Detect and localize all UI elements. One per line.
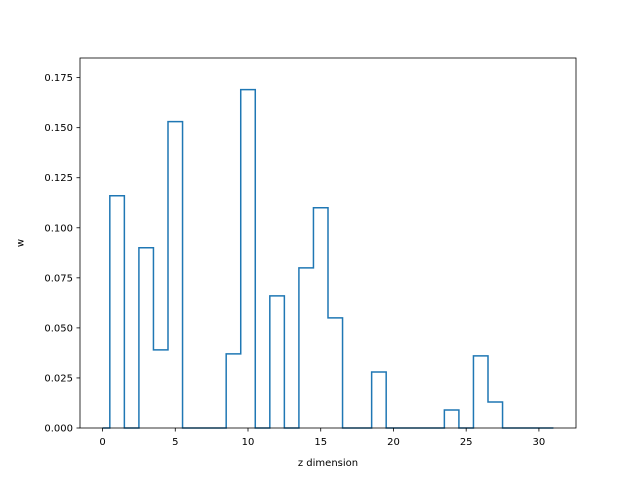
y-tick-label: 0.100 — [44, 223, 73, 234]
x-axis-label: z dimension — [298, 458, 358, 469]
y-tick-label: 0.050 — [44, 323, 73, 334]
x-tick-label: 5 — [172, 437, 178, 448]
plot-area — [79, 57, 577, 429]
x-axis: 0 5 10 15 20 25 30 — [99, 428, 545, 448]
y-tick-label: 0.150 — [44, 123, 73, 134]
x-tick-label: 25 — [460, 437, 473, 448]
x-tick-label: 15 — [314, 437, 327, 448]
y-axis-label: w — [16, 239, 27, 247]
y-tick-label: 0.175 — [44, 73, 73, 84]
x-tick-label: 0 — [99, 437, 105, 448]
y-tick-label: 0.075 — [44, 273, 73, 284]
x-tick-label: 10 — [242, 437, 255, 448]
y-tick-label: 0.025 — [44, 373, 73, 384]
x-tick-label: 30 — [533, 437, 546, 448]
y-tick-label: 0.125 — [44, 173, 73, 184]
y-axis: 0.000 0.025 0.050 0.075 0.100 0.125 0.150 0.175 — [44, 73, 80, 435]
x-tick-label: 20 — [387, 437, 400, 448]
y-tick-label: 0.000 — [44, 424, 73, 435]
axes-frame — [79, 57, 577, 429]
